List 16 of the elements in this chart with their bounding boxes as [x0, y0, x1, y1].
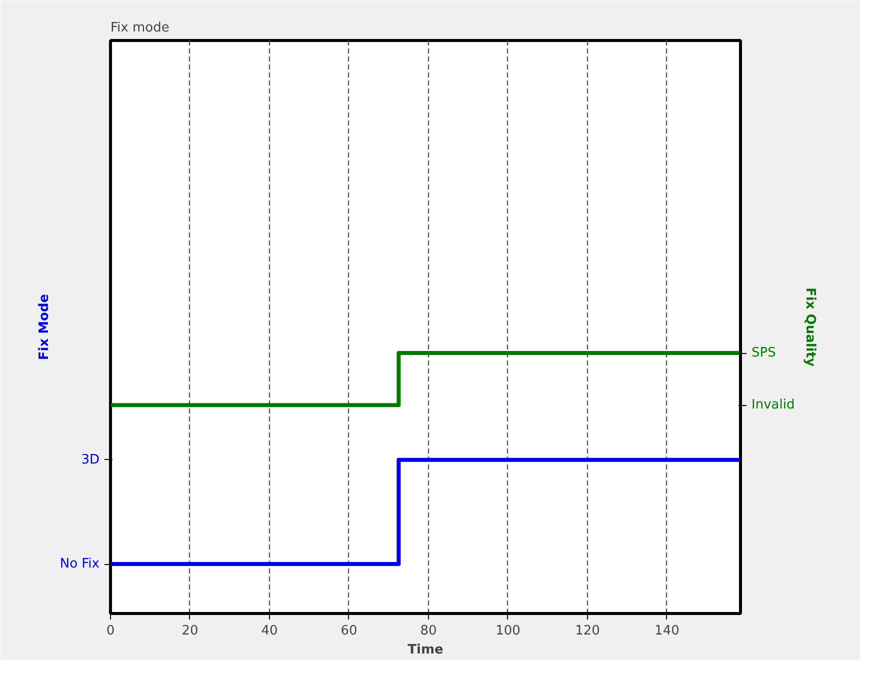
x-tick-label: 20	[182, 624, 198, 638]
x-tick-label: 100	[496, 624, 520, 638]
x-tick-label: 80	[420, 624, 437, 638]
x-tick-label: 0	[106, 624, 115, 638]
text: No Fix	[60, 556, 100, 572]
text: 3D	[81, 452, 100, 468]
chart-title: Fix mode	[110, 20, 170, 36]
x-tick-label: 60	[340, 624, 358, 638]
text: SPS	[752, 346, 776, 361]
x-axis-title: Time	[408, 642, 444, 658]
x-tick-label: 120	[575, 624, 600, 638]
x-tick-label: 40	[261, 624, 278, 638]
text: Invalid	[752, 398, 795, 413]
x-tick-label: 140	[654, 624, 680, 638]
y2-axis-title: Fix Quality	[802, 288, 818, 367]
y-axis-title: Fix Mode	[36, 294, 52, 360]
